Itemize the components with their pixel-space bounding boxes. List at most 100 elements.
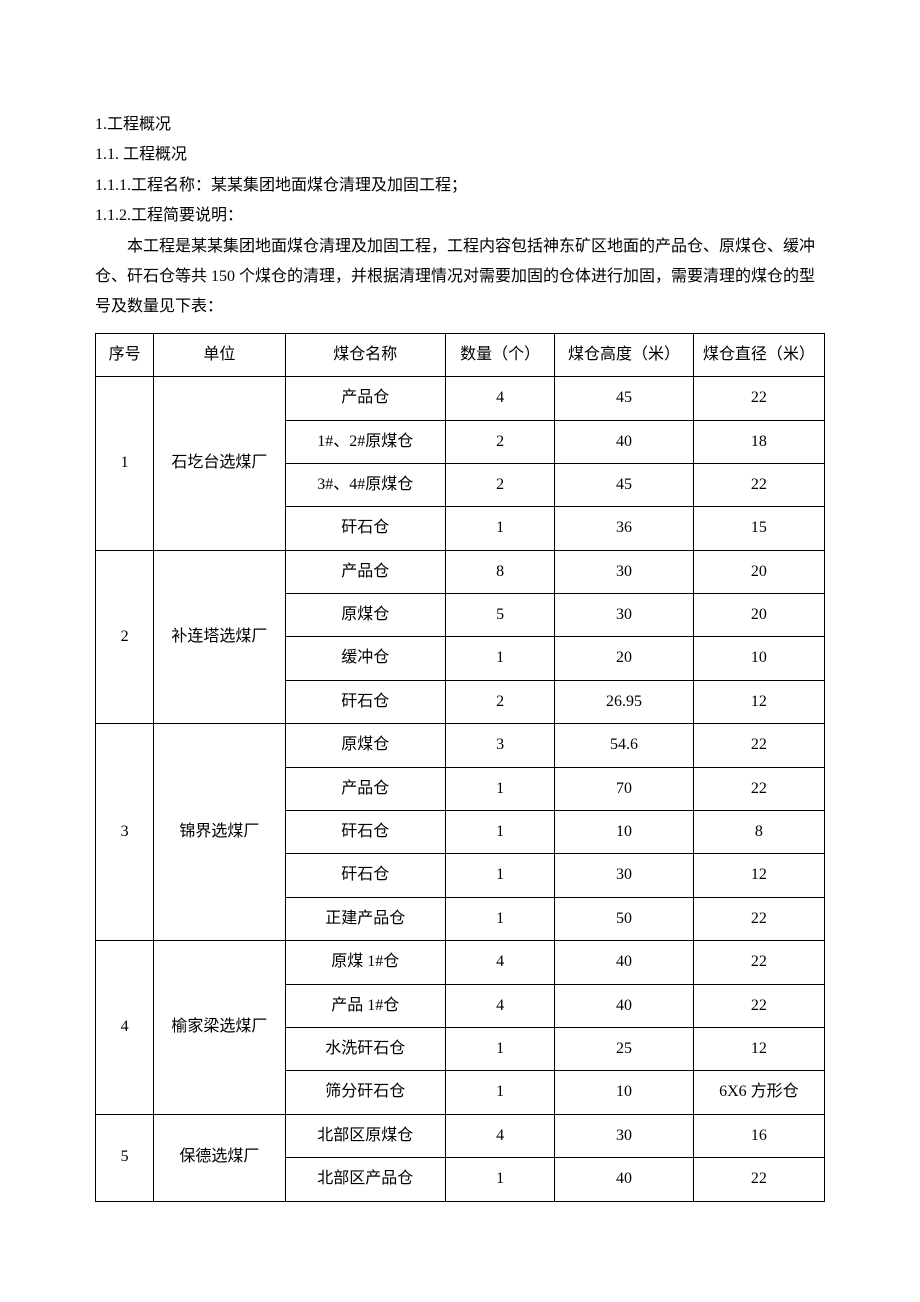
cell-qty: 2 bbox=[445, 463, 554, 506]
cell-name: 矸石仓 bbox=[285, 854, 445, 897]
table-row: 3锦界选煤厂原煤仓354.622 bbox=[96, 724, 825, 767]
cell-height: 45 bbox=[555, 377, 694, 420]
cell-unit: 石圪台选煤厂 bbox=[154, 377, 285, 551]
cell-height: 50 bbox=[555, 897, 694, 940]
cell-id: 3 bbox=[96, 724, 154, 941]
cell-diameter: 8 bbox=[693, 811, 824, 854]
cell-qty: 3 bbox=[445, 724, 554, 767]
cell-height: 40 bbox=[555, 420, 694, 463]
cell-diameter: 6X6 方形仓 bbox=[693, 1071, 824, 1114]
table-row: 2补连塔选煤厂产品仓83020 bbox=[96, 550, 825, 593]
cell-diameter: 16 bbox=[693, 1114, 824, 1157]
heading-1: 1.工程概况 bbox=[95, 110, 825, 140]
cell-qty: 8 bbox=[445, 550, 554, 593]
cell-name: 矸石仓 bbox=[285, 680, 445, 723]
cell-qty: 1 bbox=[445, 854, 554, 897]
cell-unit: 榆家梁选煤厂 bbox=[154, 941, 285, 1115]
cell-name: 水洗矸石仓 bbox=[285, 1027, 445, 1070]
cell-qty: 1 bbox=[445, 1027, 554, 1070]
coal-bunker-table: 序号单位煤仓名称数量（个）煤仓高度（米）煤仓直径（米）1石圪台选煤厂产品仓445… bbox=[95, 333, 825, 1202]
cell-diameter: 12 bbox=[693, 680, 824, 723]
cell-height: 30 bbox=[555, 854, 694, 897]
cell-id: 5 bbox=[96, 1114, 154, 1201]
cell-height: 70 bbox=[555, 767, 694, 810]
table-row: 4榆家梁选煤厂原煤 1#仓44022 bbox=[96, 941, 825, 984]
table-row: 5保德选煤厂北部区原煤仓43016 bbox=[96, 1114, 825, 1157]
cell-qty: 2 bbox=[445, 420, 554, 463]
cell-height: 54.6 bbox=[555, 724, 694, 767]
cell-qty: 1 bbox=[445, 1158, 554, 1201]
cell-diameter: 22 bbox=[693, 897, 824, 940]
cell-name: 产品仓 bbox=[285, 550, 445, 593]
cell-qty: 4 bbox=[445, 941, 554, 984]
cell-name: 北部区产品仓 bbox=[285, 1158, 445, 1201]
cell-name: 产品仓 bbox=[285, 767, 445, 810]
cell-height: 36 bbox=[555, 507, 694, 550]
cell-height: 10 bbox=[555, 1071, 694, 1114]
cell-diameter: 15 bbox=[693, 507, 824, 550]
document-page: 1.工程概况 1.1. 工程概况 1.1.1.工程名称：某某集团地面煤仓清理及加… bbox=[0, 0, 920, 1292]
cell-height: 40 bbox=[555, 1158, 694, 1201]
cell-name: 筛分矸石仓 bbox=[285, 1071, 445, 1114]
table-header-row: 序号单位煤仓名称数量（个）煤仓高度（米）煤仓直径（米） bbox=[96, 333, 825, 376]
heading-1-1: 1.1. 工程概况 bbox=[95, 140, 825, 170]
table-header-cell: 煤仓高度（米） bbox=[555, 333, 694, 376]
cell-qty: 1 bbox=[445, 897, 554, 940]
cell-diameter: 22 bbox=[693, 724, 824, 767]
cell-qty: 4 bbox=[445, 377, 554, 420]
cell-unit: 补连塔选煤厂 bbox=[154, 550, 285, 724]
cell-qty: 4 bbox=[445, 984, 554, 1027]
paragraph-intro: 本工程是某某集团地面煤仓清理及加固工程，工程内容包括神东矿区地面的产品仓、原煤仓… bbox=[95, 232, 825, 323]
cell-name: 正建产品仓 bbox=[285, 897, 445, 940]
cell-diameter: 12 bbox=[693, 1027, 824, 1070]
cell-diameter: 18 bbox=[693, 420, 824, 463]
cell-diameter: 22 bbox=[693, 463, 824, 506]
cell-name: 矸石仓 bbox=[285, 507, 445, 550]
cell-qty: 1 bbox=[445, 507, 554, 550]
cell-diameter: 20 bbox=[693, 594, 824, 637]
cell-diameter: 22 bbox=[693, 377, 824, 420]
cell-height: 26.95 bbox=[555, 680, 694, 723]
cell-height: 40 bbox=[555, 984, 694, 1027]
cell-diameter: 22 bbox=[693, 767, 824, 810]
cell-height: 20 bbox=[555, 637, 694, 680]
cell-height: 30 bbox=[555, 550, 694, 593]
cell-unit: 锦界选煤厂 bbox=[154, 724, 285, 941]
cell-qty: 1 bbox=[445, 811, 554, 854]
cell-height: 45 bbox=[555, 463, 694, 506]
table-row: 1石圪台选煤厂产品仓44522 bbox=[96, 377, 825, 420]
cell-name: 原煤仓 bbox=[285, 724, 445, 767]
cell-name: 产品 1#仓 bbox=[285, 984, 445, 1027]
cell-name: 北部区原煤仓 bbox=[285, 1114, 445, 1157]
cell-height: 30 bbox=[555, 594, 694, 637]
cell-height: 25 bbox=[555, 1027, 694, 1070]
table-header-cell: 煤仓名称 bbox=[285, 333, 445, 376]
cell-height: 30 bbox=[555, 1114, 694, 1157]
cell-name: 产品仓 bbox=[285, 377, 445, 420]
cell-id: 4 bbox=[96, 941, 154, 1115]
cell-name: 3#、4#原煤仓 bbox=[285, 463, 445, 506]
cell-id: 1 bbox=[96, 377, 154, 551]
cell-qty: 4 bbox=[445, 1114, 554, 1157]
cell-qty: 1 bbox=[445, 637, 554, 680]
cell-diameter: 22 bbox=[693, 941, 824, 984]
table-header-cell: 单位 bbox=[154, 333, 285, 376]
table-header-cell: 序号 bbox=[96, 333, 154, 376]
table-header-cell: 数量（个） bbox=[445, 333, 554, 376]
cell-unit: 保德选煤厂 bbox=[154, 1114, 285, 1201]
cell-diameter: 10 bbox=[693, 637, 824, 680]
cell-name: 原煤 1#仓 bbox=[285, 941, 445, 984]
cell-qty: 2 bbox=[445, 680, 554, 723]
cell-name: 矸石仓 bbox=[285, 811, 445, 854]
cell-id: 2 bbox=[96, 550, 154, 724]
cell-name: 缓冲仓 bbox=[285, 637, 445, 680]
cell-diameter: 22 bbox=[693, 1158, 824, 1201]
cell-height: 40 bbox=[555, 941, 694, 984]
cell-diameter: 12 bbox=[693, 854, 824, 897]
heading-1-1-2: 1.1.2.工程简要说明： bbox=[95, 201, 825, 231]
cell-diameter: 20 bbox=[693, 550, 824, 593]
cell-diameter: 22 bbox=[693, 984, 824, 1027]
cell-name: 原煤仓 bbox=[285, 594, 445, 637]
cell-qty: 1 bbox=[445, 1071, 554, 1114]
table-header-cell: 煤仓直径（米） bbox=[693, 333, 824, 376]
